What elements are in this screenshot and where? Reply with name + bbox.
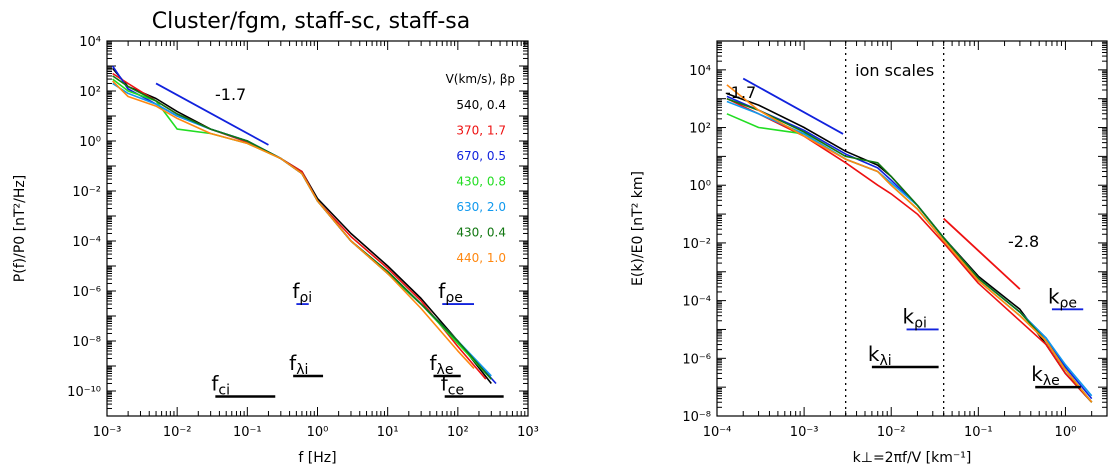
legend-entry-3: 670, 0.5 [456, 149, 506, 163]
left-scale-mark-λi-label: fλi [289, 351, 308, 378]
right-y-tick-label: 10⁴ [689, 64, 711, 79]
left-series-6-line [112, 75, 492, 380]
right-y-tick-label: 10⁻⁴ [682, 295, 711, 310]
left-scale-mark-ρe-label: fρe [438, 279, 463, 306]
left-y-tick-label: 10⁻² [72, 185, 101, 200]
legend-entry-5: 630, 2.0 [456, 200, 506, 214]
right-y-tick-label: 10⁰ [689, 179, 711, 194]
left-y-tick-label: 10⁻⁸ [72, 335, 101, 350]
legend-entry-7: 440, 1.0 [456, 251, 506, 265]
legend-entry-6: 430, 0.4 [456, 226, 506, 240]
left-y-axis-label: P(f)/P0 [nT²/Hz] [12, 175, 28, 282]
left-y-tick-label: 10² [79, 85, 101, 100]
left-scale-mark-λe-label: fλe [430, 351, 454, 378]
left-x-tick-label: 10² [447, 425, 469, 440]
left-scale-mark-ci-label: fci [211, 372, 230, 399]
right-y-axis-label: E(k)/E0 [nT² km] [630, 171, 646, 286]
right-scale-mark-ρe-label: kρe [1048, 284, 1077, 311]
left-x-axis-label: f [Hz] [298, 450, 336, 466]
left-x-tick-label: 10⁻¹ [233, 425, 262, 440]
right-x-tick-label: 10⁻² [877, 425, 906, 440]
legend-header: V(km/s), βp [446, 72, 515, 86]
legend-entry-4: 430, 0.8 [456, 175, 506, 189]
right-slope-line [742, 77, 844, 135]
right-x-tick-label: 10⁰ [1055, 425, 1077, 440]
left-y-tick-label: 10⁰ [79, 135, 101, 150]
right-plot-frame [716, 40, 1108, 417]
right-slope-line [943, 217, 1021, 290]
right-region-label: ion scales [855, 61, 934, 80]
left-y-tick-label: 10⁻⁶ [72, 285, 101, 300]
right-x-tick-label: 10⁻⁴ [703, 425, 732, 440]
right-y-tick-label: 10⁻⁸ [682, 410, 711, 425]
legend-entry-2: 370, 1.7 [456, 124, 506, 138]
left-scale-mark-ρi-label: fρi [292, 279, 312, 306]
left-slope-line [155, 82, 269, 146]
left-chart-title: Cluster/fgm, staff-sc, staff-sa [152, 9, 470, 34]
right-y-tick-label: 10² [689, 122, 711, 137]
right-slope-label: -2.8 [1008, 232, 1039, 251]
right-scale-mark-ρi-label: kρi [903, 304, 927, 331]
left-plot: 10⁻³ 10⁻² 10⁻¹ 10⁰ 10¹ 10² 10³ 10⁻¹⁰ 10⁻⁸ 10⁻⁶ 10⁻… [12, 35, 539, 466]
right-x-axis-label: k⊥=2πf/V [km⁻¹] [853, 450, 972, 466]
left-x-tick-label: 10⁰ [307, 425, 329, 440]
right-scale-mark-λi-label: kλi [868, 342, 892, 369]
right-y-tick-label: 10⁻² [682, 237, 711, 252]
left-slope-label: -1.7 [215, 85, 246, 104]
left-x-tick-label: 10¹ [377, 425, 399, 440]
left-y-tick-label: 10⁴ [79, 35, 101, 50]
left-series-4-line [112, 78, 492, 380]
left-series-5-line [112, 82, 492, 377]
right-x-tick-label: 10⁻¹ [964, 425, 993, 440]
left-series-2-line [112, 72, 487, 380]
right-plot: 10⁻⁴ 10⁻³ 10⁻² 10⁻¹ 10⁰ 10⁻⁸ 10⁻⁶ 10⁻⁴ 10⁻² 10⁰ 10… [630, 40, 1108, 466]
left-series-1-line [111, 67, 492, 384]
left-x-tick-label: 10³ [517, 425, 539, 440]
left-series-7-line [112, 80, 475, 369]
legend-entry-1: 540, 0.4 [456, 98, 506, 112]
right-series-7-line [726, 84, 1093, 403]
left-x-tick-label: 10⁻³ [93, 425, 122, 440]
right-x-tick-label: 10⁻³ [790, 425, 819, 440]
right-series-4-line [726, 113, 1093, 403]
left-y-tick-label: 10⁻¹⁰ [67, 385, 101, 400]
right-y-tick-label: 10⁻⁶ [682, 352, 711, 367]
left-scale-mark-ce-label: fce [441, 372, 464, 399]
left-x-tick-label: 10⁻² [163, 425, 192, 440]
right-scale-mark-λe-label: kλe [1031, 362, 1060, 389]
right-slope-label: -1.7 [725, 83, 756, 102]
left-y-tick-label: 10⁻⁴ [72, 235, 101, 250]
